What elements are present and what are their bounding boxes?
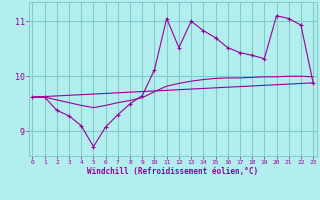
X-axis label: Windchill (Refroidissement éolien,°C): Windchill (Refroidissement éolien,°C)	[87, 167, 258, 176]
